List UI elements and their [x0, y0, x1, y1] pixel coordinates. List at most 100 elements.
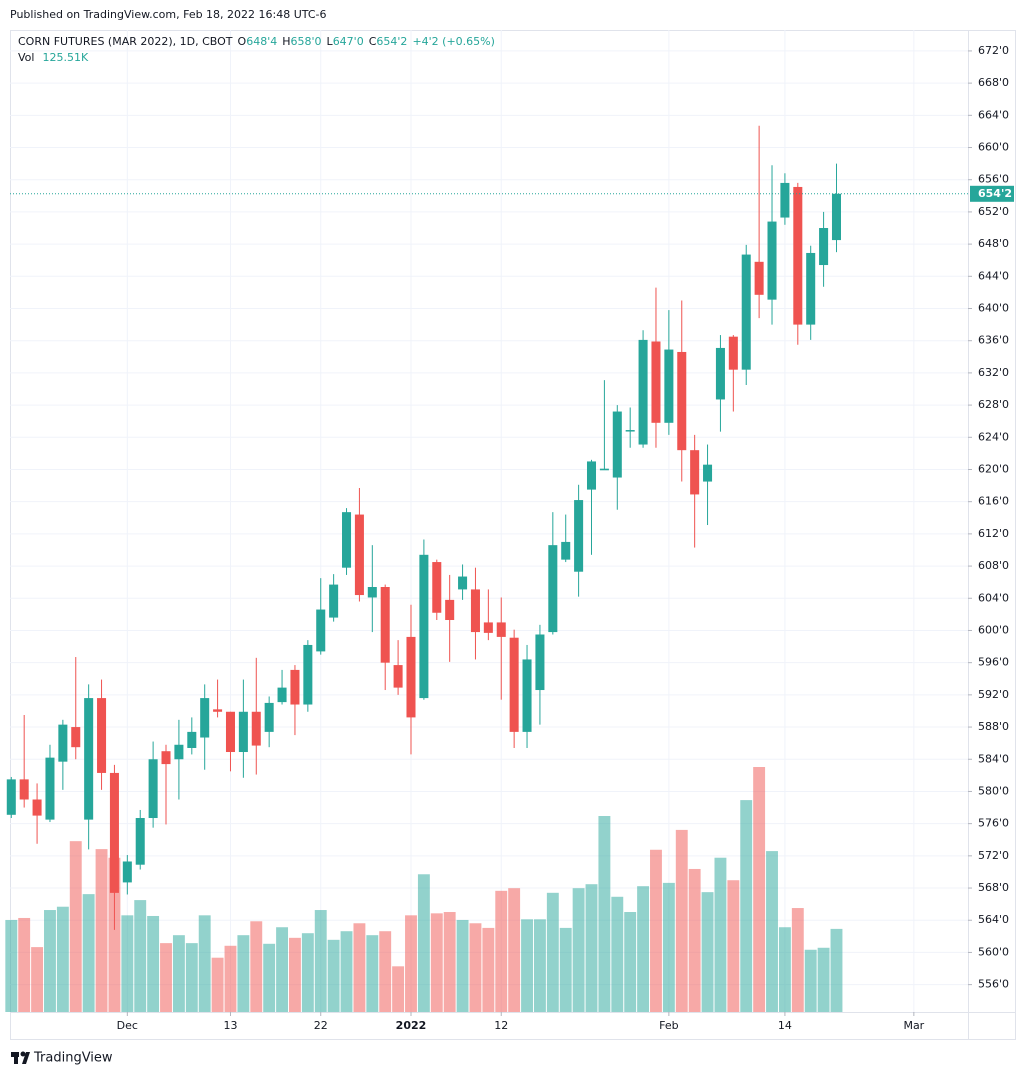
x-tick-label: Mar	[903, 1019, 924, 1032]
high-value: 658'0	[291, 35, 322, 48]
frame	[10, 30, 1016, 1040]
candle-body	[238, 711, 248, 753]
y-tick-label: 556'0	[978, 978, 1009, 991]
volume-bar	[482, 927, 495, 1012]
candle-body	[728, 336, 738, 370]
volume-bar	[443, 912, 456, 1012]
candle-body	[561, 541, 571, 560]
candle-body	[187, 731, 197, 748]
y-tick-label: 608'0	[978, 559, 1009, 572]
volume-bar	[185, 943, 198, 1012]
volume-bar	[237, 935, 250, 1012]
footer-brand: TradingView	[33, 1051, 113, 1066]
y-tick-label: 576'0	[978, 817, 1009, 830]
volume-bar	[121, 915, 134, 1012]
volume-bar	[95, 849, 108, 1012]
last-price-box	[970, 185, 1014, 202]
high-key: H	[282, 35, 290, 48]
volume-layer	[5, 767, 843, 1012]
y-tick-label: 644'0	[978, 269, 1009, 282]
logo: TradingView	[11, 1051, 113, 1066]
candle-body	[432, 562, 442, 613]
candle-body	[806, 252, 816, 325]
y-tick-label: 612'0	[978, 527, 1009, 540]
volume-bar	[134, 900, 147, 1012]
volume-bar	[366, 935, 379, 1012]
candle-body	[342, 512, 352, 568]
candle-body	[264, 702, 274, 732]
volume-bar	[766, 851, 778, 1012]
candle-body	[135, 818, 145, 865]
candle-body	[84, 698, 94, 820]
candle-body	[651, 341, 661, 423]
candle-body	[316, 609, 326, 652]
candle-body	[406, 636, 416, 718]
y-tick-label: 616'0	[978, 495, 1009, 508]
close-key: C	[369, 35, 377, 48]
candle-body	[58, 724, 68, 762]
candle-body	[703, 464, 713, 482]
candle-body	[741, 254, 751, 370]
volume-bar	[598, 816, 611, 1012]
volume-bar	[662, 882, 675, 1012]
candle-body	[97, 698, 107, 773]
volume-bar	[276, 927, 289, 1012]
volume-bar	[69, 841, 82, 1012]
candle-body	[419, 554, 429, 699]
candle-body	[625, 430, 635, 432]
volume-bar	[379, 931, 392, 1012]
candle-body	[393, 665, 403, 688]
volume-bar	[740, 800, 753, 1012]
candle-body	[225, 711, 235, 753]
published-note: Published on TradingView.com, Feb 18, 20…	[10, 8, 327, 21]
volume-bar	[289, 937, 301, 1012]
volume-bar	[314, 910, 327, 1012]
candle-body	[19, 779, 29, 800]
candle-body	[819, 228, 829, 266]
candle-body	[793, 186, 803, 325]
candle-body	[522, 659, 532, 732]
candle-body	[303, 644, 313, 705]
y-tick-label: 584'0	[978, 752, 1009, 765]
volume-bar	[160, 943, 172, 1012]
y-tick-label: 604'0	[978, 591, 1009, 604]
candle-body	[367, 587, 377, 598]
volume-bar	[211, 957, 224, 1012]
candle-body	[664, 349, 674, 423]
volume-bar	[559, 927, 572, 1012]
candle-body	[6, 779, 16, 815]
y-tick-label: 620'0	[978, 462, 1009, 475]
volume-bar	[650, 849, 662, 1012]
y-tick-label: 652'0	[978, 205, 1009, 218]
candle-body	[32, 799, 42, 816]
y-tick-label: 564'0	[978, 913, 1009, 926]
y-tick-label: 664'0	[978, 108, 1009, 121]
close-value: 654'2	[376, 35, 407, 48]
volume-bar	[82, 894, 95, 1012]
candle-body	[148, 759, 158, 819]
candle-body	[290, 669, 300, 705]
candle-body	[277, 687, 287, 703]
volume-bar	[31, 947, 44, 1012]
x-tick-label: 14	[778, 1019, 792, 1032]
candle-body	[767, 221, 777, 300]
volume-bar	[417, 874, 430, 1012]
volume-bar	[392, 966, 405, 1012]
candle-body	[174, 744, 184, 760]
candle-body	[470, 589, 480, 633]
y-tick-label: 592'0	[978, 688, 1009, 701]
volume-bar	[5, 919, 18, 1012]
volume-bar	[675, 829, 688, 1012]
volume-bar	[521, 919, 533, 1012]
y-tick-label: 632'0	[978, 366, 1009, 379]
candle-body	[161, 751, 171, 765]
vol-key: Vol	[18, 51, 34, 64]
volume-bar	[791, 908, 804, 1012]
volume-bar	[405, 915, 417, 1012]
y-tick-label: 648'0	[978, 237, 1009, 250]
volume-bar	[611, 896, 624, 1012]
volume-bar	[353, 923, 366, 1012]
candle-body	[458, 576, 468, 590]
x-tick-label: 13	[223, 1019, 237, 1032]
